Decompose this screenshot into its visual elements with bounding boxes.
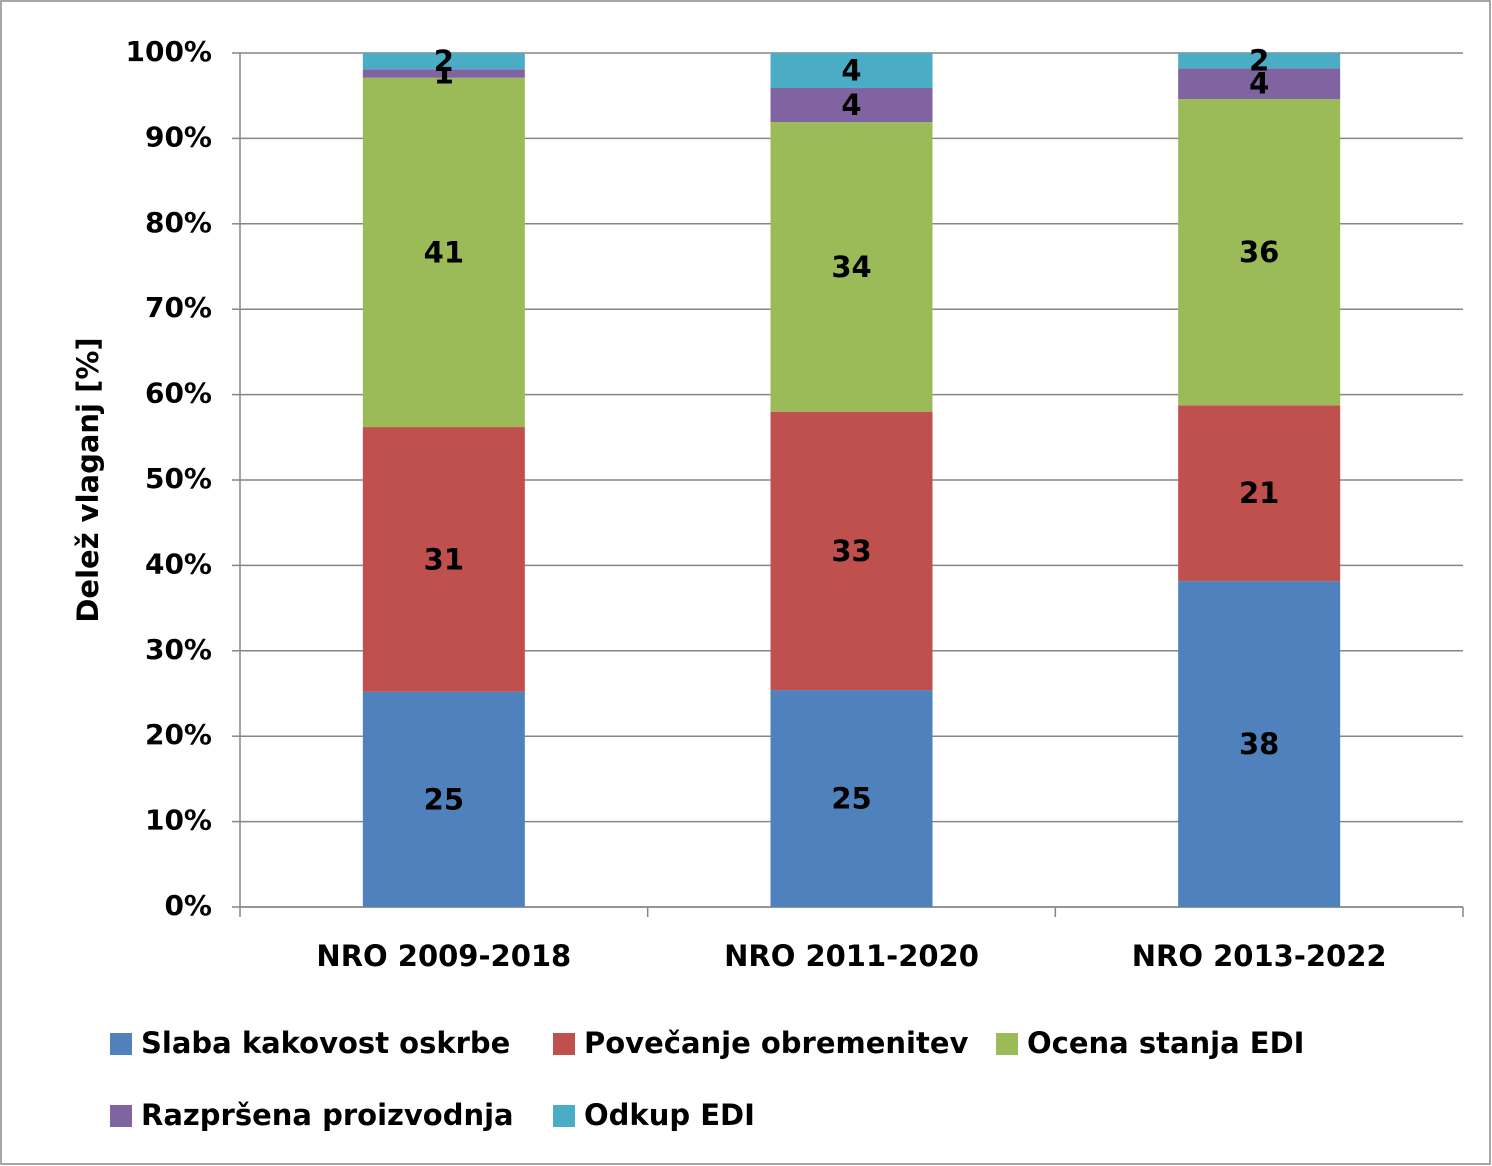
data-label: 41 bbox=[424, 235, 464, 269]
bar-segment bbox=[770, 690, 933, 907]
legend-swatch bbox=[110, 1033, 132, 1055]
legend-label: Slaba kakovost oskrbe bbox=[141, 1026, 510, 1060]
bar-segment bbox=[770, 88, 933, 123]
data-label: 2 bbox=[434, 44, 454, 78]
bar-segment bbox=[1178, 99, 1341, 406]
y-tick-label: 70% bbox=[145, 291, 212, 324]
legend-swatch bbox=[996, 1033, 1018, 1055]
data-label: 21 bbox=[1239, 476, 1279, 510]
data-label: 31 bbox=[424, 542, 464, 576]
y-tick-label: 50% bbox=[145, 462, 212, 495]
bar-segment bbox=[1178, 53, 1341, 69]
data-label: 34 bbox=[831, 250, 871, 284]
bar-segment bbox=[770, 122, 933, 412]
bar-segment bbox=[770, 53, 933, 89]
data-label: 4 bbox=[1249, 67, 1269, 101]
legend-label: Odkup EDI bbox=[584, 1098, 755, 1132]
data-label: 25 bbox=[831, 782, 871, 816]
bar-segment bbox=[770, 411, 933, 691]
legend-swatch bbox=[553, 1033, 575, 1055]
bar-segment bbox=[362, 691, 525, 907]
bar-segment bbox=[1178, 68, 1341, 100]
y-tick-label: 30% bbox=[145, 633, 212, 666]
x-tick-label: NRO 2013-2022 bbox=[1132, 939, 1387, 973]
legend-label: Povečanje obremenitev bbox=[584, 1026, 969, 1060]
y-tick-label: 90% bbox=[145, 120, 212, 153]
y-tick-label: 10% bbox=[145, 804, 212, 837]
data-label: 25 bbox=[424, 782, 464, 816]
y-tick-label: 40% bbox=[145, 547, 212, 580]
y-tick-label: 80% bbox=[145, 206, 212, 239]
y-axis-label: Delež vlaganj [%] bbox=[71, 337, 105, 622]
x-tick-label: NRO 2011-2020 bbox=[724, 939, 979, 973]
bar-segment bbox=[362, 69, 525, 78]
data-label: 2 bbox=[1249, 44, 1269, 78]
bar-segment bbox=[362, 427, 525, 692]
data-label: 4 bbox=[841, 54, 861, 88]
y-tick-label: 0% bbox=[164, 889, 212, 922]
y-tick-label: 20% bbox=[145, 718, 212, 751]
y-tick-label: 100% bbox=[125, 35, 212, 68]
legend-swatch bbox=[553, 1105, 575, 1127]
data-label: 33 bbox=[831, 534, 871, 568]
bar-segment bbox=[1178, 581, 1341, 907]
bar-segment bbox=[362, 77, 525, 428]
legend-label: Razpršena proizvodnja bbox=[141, 1098, 514, 1132]
bar-segment bbox=[362, 53, 525, 70]
data-label: 38 bbox=[1239, 727, 1279, 761]
data-label: 4 bbox=[841, 88, 861, 122]
legend-label: Ocena stanja EDI bbox=[1027, 1026, 1304, 1060]
y-tick-label: 60% bbox=[145, 377, 212, 410]
bar-segment bbox=[1178, 405, 1341, 582]
x-tick-label: NRO 2009-2018 bbox=[316, 939, 571, 973]
legend-swatch bbox=[110, 1105, 132, 1127]
data-label: 36 bbox=[1239, 235, 1279, 269]
